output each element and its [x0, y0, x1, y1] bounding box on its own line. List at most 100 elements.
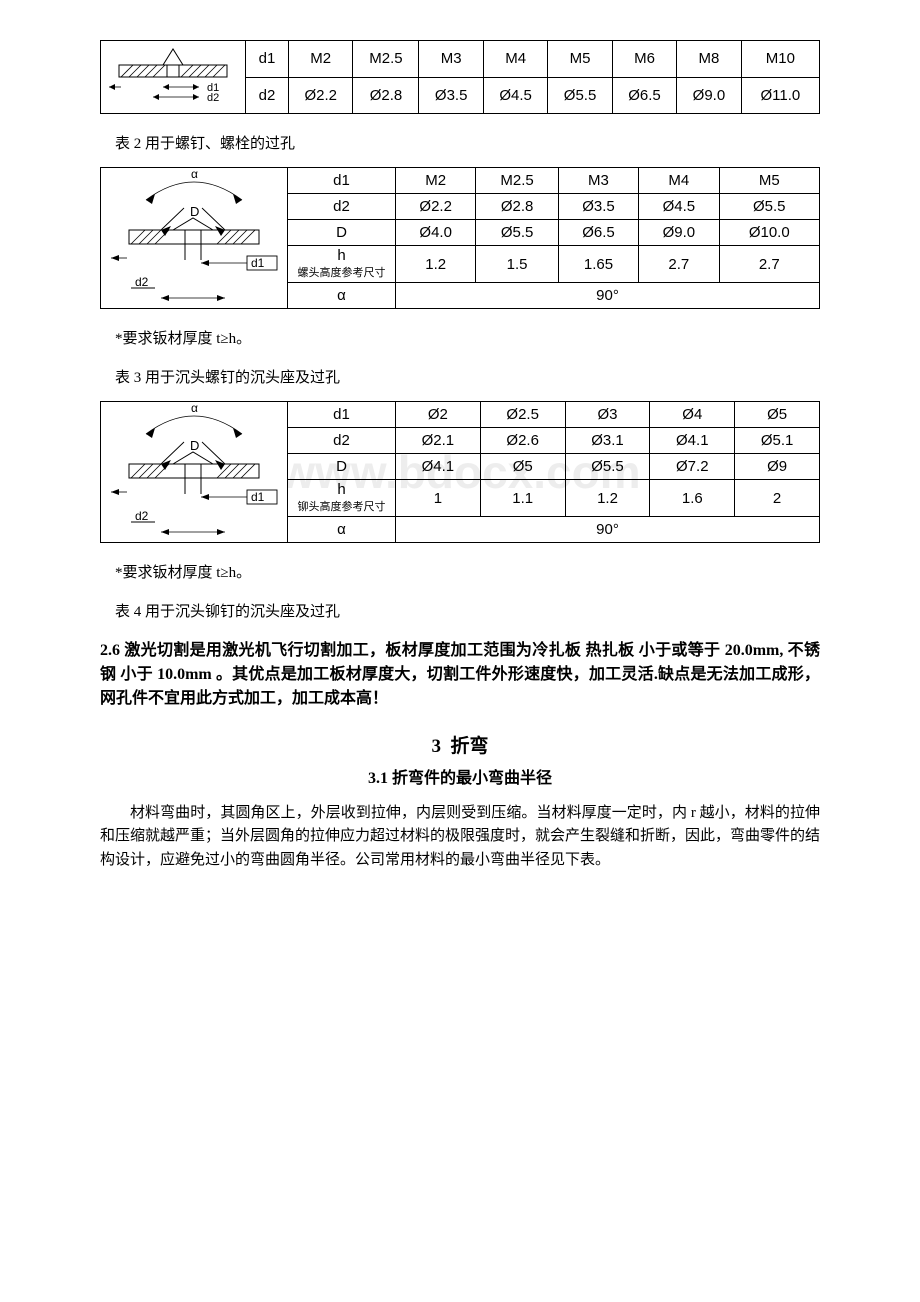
caption-t4: 表 4 用于沉头铆钉的沉头座及过孔	[115, 600, 820, 621]
svg-text:d1: d1	[251, 256, 265, 270]
t3-r2-1: Ø4.0	[396, 220, 476, 246]
t3-r0-p: d1	[288, 168, 396, 194]
t4-r0-2: Ø2.5	[480, 402, 565, 428]
t3-r2-3: Ø6.5	[558, 220, 638, 246]
t2-h6: M6	[612, 41, 676, 78]
t3-h-top: h	[337, 247, 345, 264]
t2-h4: M4	[483, 41, 547, 78]
t3-r2-2: Ø5.5	[476, 220, 558, 246]
t4-r0-p: d1	[288, 402, 396, 428]
t2-r8: Ø11.0	[741, 77, 819, 114]
t2-r4: Ø4.5	[483, 77, 547, 114]
table3-countersink-screw: α D d1	[100, 167, 820, 309]
section-2-6-part1: 2.6 激光切割是用激光机飞行切割加工，板材厚度加工范围为冷扎板 热扎板 小于或…	[100, 639, 820, 711]
t4-h-1: 1	[396, 480, 481, 517]
svg-text:D: D	[190, 438, 199, 453]
table4-diagram: α D d1 d2	[101, 402, 288, 543]
t3-r1-1: Ø2.2	[396, 194, 476, 220]
t4-h-4: 1.6	[650, 480, 735, 517]
heading3-title: 折弯	[450, 736, 488, 757]
svg-text:α: α	[191, 168, 198, 181]
t2-h1: M2	[289, 41, 353, 78]
t4-r1-3: Ø3.1	[565, 428, 650, 454]
t3-r1-5: Ø5.5	[719, 194, 819, 220]
t4-h-2: 1.1	[480, 480, 565, 517]
t3-r2-p: D	[288, 220, 396, 246]
t2-r7: Ø9.0	[677, 77, 741, 114]
svg-text:d2: d2	[135, 509, 149, 523]
t4-h-label: h 铆头高度参考尺寸	[288, 480, 396, 517]
t3-r0-1: M2	[396, 168, 476, 194]
note-t4: *要求钣材厚度 t≥h。	[115, 561, 820, 582]
t4-h-bot: 铆头高度参考尺寸	[298, 501, 386, 513]
t3-h-2: 1.5	[476, 246, 558, 283]
svg-text:d1: d1	[251, 490, 265, 504]
t4-r2-1: Ø4.1	[396, 454, 481, 480]
t4-r2-4: Ø7.2	[650, 454, 735, 480]
t4-alpha-label: α	[288, 516, 396, 542]
caption-t3: 表 3 用于沉头螺钉的沉头座及过孔	[115, 366, 820, 387]
t3-h-3: 1.65	[558, 246, 638, 283]
t4-r1-p: d2	[288, 428, 396, 454]
t3-r0-2: M2.5	[476, 168, 558, 194]
t4-r1-4: Ø4.1	[650, 428, 735, 454]
t4-r0-1: Ø2	[396, 402, 481, 428]
t2-r6: Ø6.5	[612, 77, 676, 114]
t2-h3: M3	[419, 41, 483, 78]
t2-r5: Ø5.5	[548, 77, 612, 114]
t4-r0-3: Ø3	[565, 402, 650, 428]
t3-r2-5: Ø10.0	[719, 220, 819, 246]
svg-text:α: α	[191, 402, 198, 415]
t3-r0-3: M3	[558, 168, 638, 194]
t4-r1-1: Ø2.1	[396, 428, 481, 454]
t2-h8: M10	[741, 41, 819, 78]
t2-h2: M2.5	[353, 41, 419, 78]
t4-r2-3: Ø5.5	[565, 454, 650, 480]
t4-r2-2: Ø5	[480, 454, 565, 480]
t3-r0-5: M5	[719, 168, 819, 194]
t2-r3: Ø3.5	[419, 77, 483, 114]
t2-h7: M8	[677, 41, 741, 78]
heading3-num: 3	[431, 736, 441, 757]
table2-h-d1: d1	[246, 41, 289, 78]
t2-h5: M5	[548, 41, 612, 78]
t4-alpha-val: 90°	[396, 516, 820, 542]
t3-r1-p: d2	[288, 194, 396, 220]
heading-3: 3 折弯	[100, 731, 820, 758]
t4-h-top: h	[337, 481, 345, 498]
t4-r2-5: Ø9	[735, 454, 820, 480]
t3-h-bot: 螺头高度参考尺寸	[298, 267, 386, 279]
t3-r1-4: Ø4.5	[639, 194, 719, 220]
t3-r0-4: M4	[639, 168, 719, 194]
svg-text:d2: d2	[135, 275, 149, 289]
t3-r1-2: Ø2.8	[476, 194, 558, 220]
table2-caption: 表 2 用于螺钉、螺栓的过孔	[115, 132, 820, 153]
t3-alpha-label: α	[288, 282, 396, 308]
table4-countersink-rivet: α D d1 d2	[100, 401, 820, 543]
t3-alpha-val: 90°	[396, 282, 820, 308]
t4-r1-5: Ø5.1	[735, 428, 820, 454]
t3-h-5: 2.7	[719, 246, 819, 283]
heading-3-1: 3.1 折弯件的最小弯曲半径	[100, 764, 820, 788]
t3-h-1: 1.2	[396, 246, 476, 283]
t4-r0-5: Ø5	[735, 402, 820, 428]
table3-diagram: α D d1	[101, 168, 288, 309]
t4-h-3: 1.2	[565, 480, 650, 517]
t2-r-d2: d2	[246, 77, 289, 114]
t3-h-label: h 螺头高度参考尺寸	[288, 246, 396, 283]
paragraph-3-1: 材料弯曲时，其圆角区上，外层收到拉伸，内层则受到压缩。当材料厚度一定时，内 r …	[100, 802, 820, 872]
svg-text:D: D	[190, 204, 199, 219]
t2-r2: Ø2.8	[353, 77, 419, 114]
t3-h-4: 2.7	[639, 246, 719, 283]
t3-r2-4: Ø9.0	[639, 220, 719, 246]
t4-r2-p: D	[288, 454, 396, 480]
t4-r0-4: Ø4	[650, 402, 735, 428]
sec26-text: 2.6 激光切割是用激光机飞行切割加工，板材厚度加工范围为冷扎板 热扎板 小于或…	[100, 642, 820, 707]
t4-r1-2: Ø2.6	[480, 428, 565, 454]
t4-h-5: 2	[735, 480, 820, 517]
table2-through-holes: d1 d2 d1 M2 M2.5 M3 M4 M5 M6 M8 M10 d2 Ø…	[100, 40, 820, 114]
table2-diagram: d1 d2	[101, 41, 246, 114]
t2-r1: Ø2.2	[289, 77, 353, 114]
note-t3: *要求钣材厚度 t≥h。	[115, 327, 820, 348]
t3-r1-3: Ø3.5	[558, 194, 638, 220]
